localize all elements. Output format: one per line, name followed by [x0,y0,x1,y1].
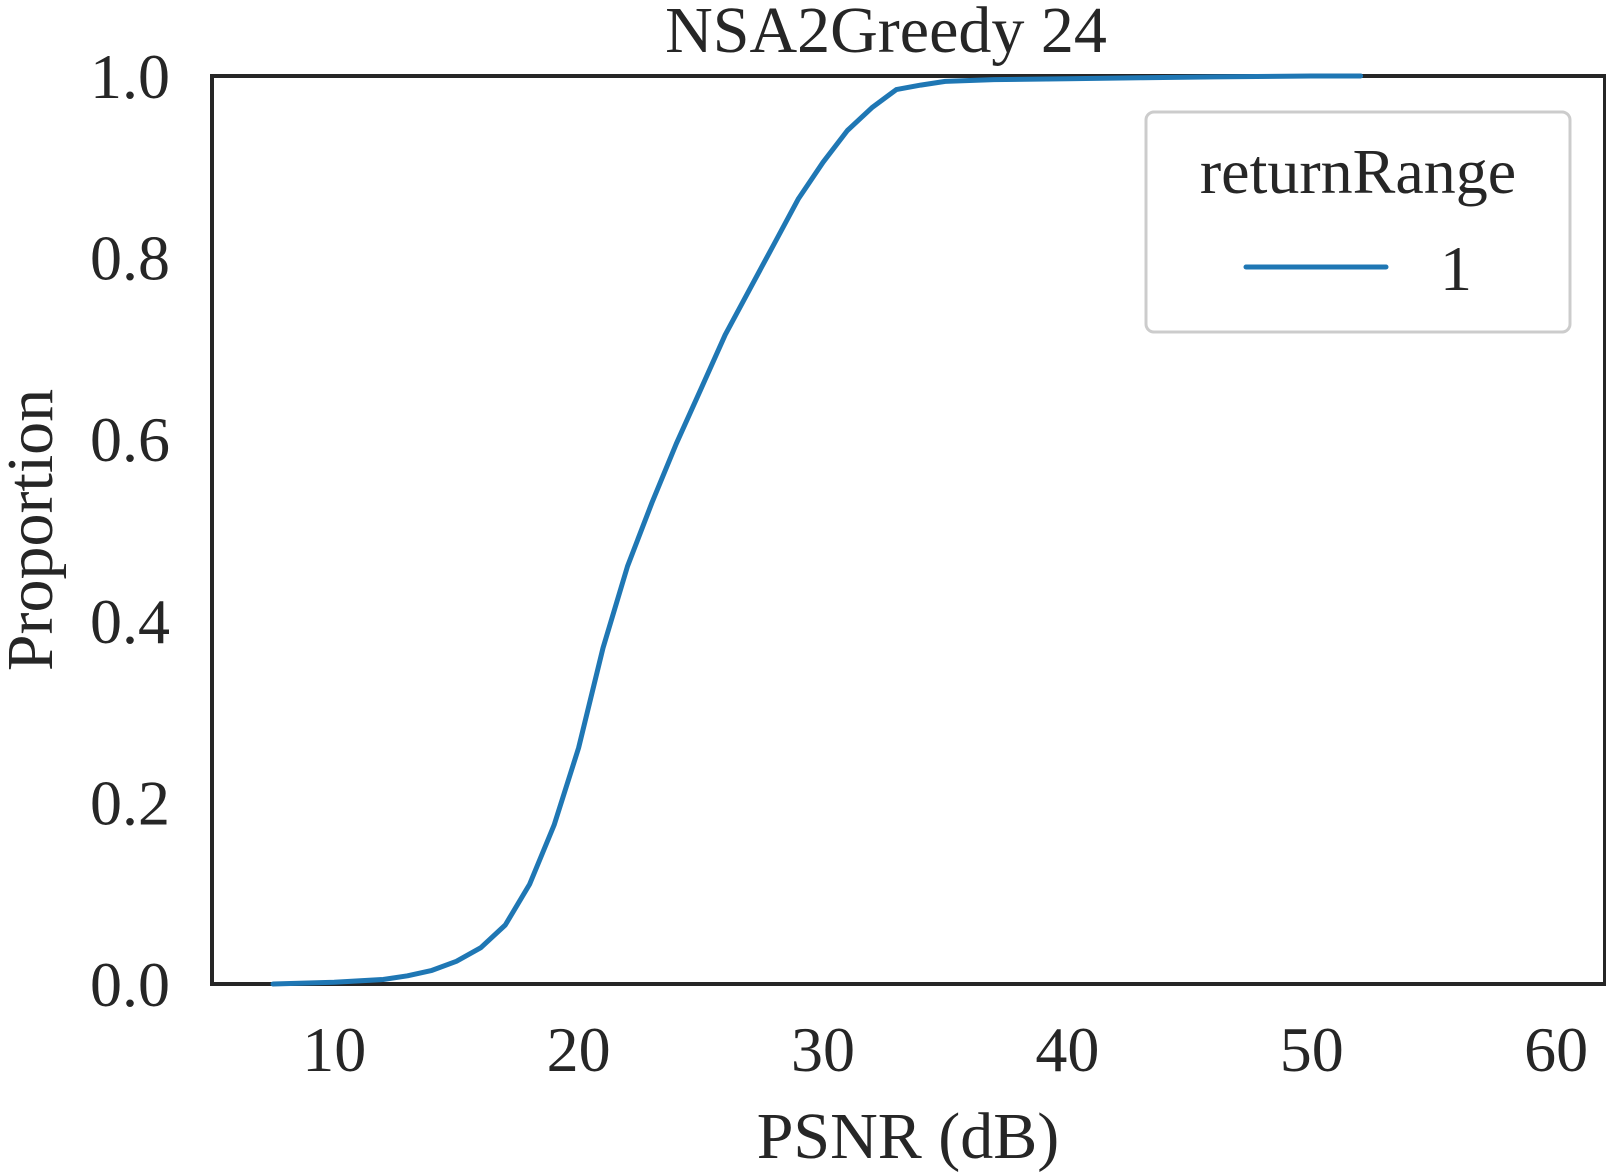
y-tick-label: 0.4 [90,586,170,657]
x-tick-label: 20 [547,1014,611,1085]
x-tick-label: 40 [1035,1014,1099,1085]
x-axis-label: PSNR (dB) [757,1100,1060,1172]
y-tick-label: 1.0 [90,41,170,112]
series-line-1 [270,73,1364,987]
legend-title: returnRange [1200,136,1516,207]
y-tick-label: 0.8 [90,223,170,294]
legend-frame [1144,110,1572,334]
x-tick-label: 30 [791,1014,855,1085]
series-lines [270,73,1364,987]
x-tick-labels: 10 20 30 40 50 60 [302,1014,1588,1085]
x-tick-label: 50 [1280,1014,1344,1085]
chart-title: NSA2Greedy 24 [665,0,1107,67]
y-axis-label: Proportion [0,389,67,671]
legend-label-1: 1 [1440,233,1472,304]
y-tick-label: 0.2 [90,767,170,838]
y-tick-label: 0.0 [90,949,170,1020]
y-tick-label: 0.6 [90,404,170,475]
x-tick-label: 10 [302,1014,366,1085]
legend: returnRange 1 [1144,110,1572,334]
x-tick-label: 60 [1524,1014,1588,1085]
y-tick-labels: 0.0 0.2 0.4 0.6 0.8 1.0 [90,41,170,1020]
